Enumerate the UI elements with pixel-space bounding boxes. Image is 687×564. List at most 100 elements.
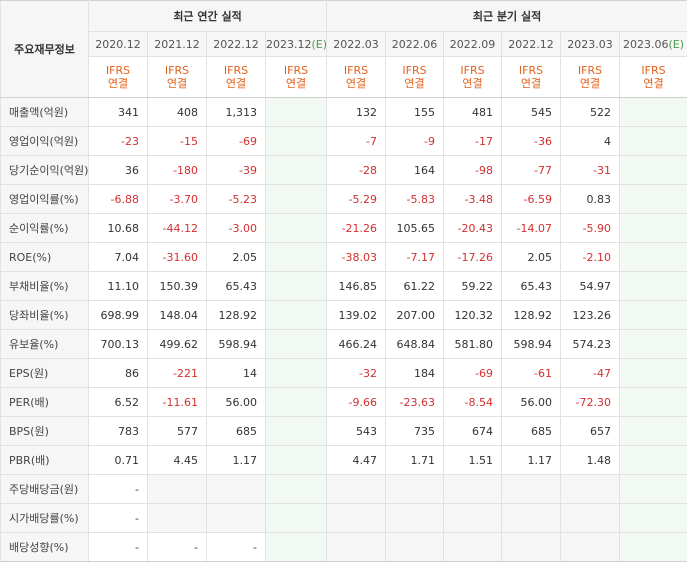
table-cell: 522 [560, 97, 621, 127]
consolidated-label: 연결 [345, 77, 367, 90]
table-cell: -15 [147, 126, 207, 156]
table-cell: 466.24 [326, 329, 387, 359]
table-cell: 56.00 [206, 387, 266, 417]
quarter-period-header: 2022.03 [326, 31, 387, 57]
table-cell: 6.52 [88, 387, 148, 417]
annual-period-header: 2022.12 [206, 31, 266, 57]
ifrs-consolidated-label: IFRS 연결 [206, 56, 266, 98]
ifrs-label: IFRS [223, 64, 249, 77]
table-cell: -8.54 [443, 387, 503, 417]
ifrs-consolidated-label: IFRS 연결 [560, 56, 621, 98]
table-cell: -31 [560, 155, 621, 185]
row-label: 부채비율(%) [0, 271, 89, 301]
table-cell: -17.26 [443, 242, 503, 272]
table-cell [619, 155, 687, 185]
table-cell: 408 [147, 97, 207, 127]
table-cell [560, 503, 621, 533]
table-cell [385, 474, 445, 504]
table-cell [443, 474, 503, 504]
table-cell: -3.48 [443, 184, 503, 214]
table-cell: -5.90 [560, 213, 621, 243]
row-label: PBR(배) [0, 445, 89, 475]
row-label: 순이익률(%) [0, 213, 89, 243]
table-cell [264, 387, 328, 417]
table-cell: 4 [560, 126, 621, 156]
table-cell: 581.80 [443, 329, 503, 359]
table-cell [264, 503, 328, 533]
period-label: 2023.12 [266, 37, 312, 51]
table-cell [326, 474, 387, 504]
table-row: 부채비율(%) 11.10 150.39 65.43 146.85 61.22 59.22 6… [0, 271, 687, 301]
consolidated-label: 연결 [107, 77, 129, 90]
table-cell: 700.13 [88, 329, 148, 359]
table-cell: 1.71 [385, 445, 445, 475]
table-cell [619, 300, 687, 330]
table-cell: 11.10 [88, 271, 148, 301]
consolidated-label: 연결 [579, 77, 601, 90]
table-cell [264, 271, 328, 301]
table-cell [619, 329, 687, 359]
table-cell: 545 [501, 97, 562, 127]
ifrs-label: IFRS [402, 64, 427, 77]
table-cell [619, 387, 687, 417]
table-cell [147, 474, 207, 504]
table-cell: 65.43 [501, 271, 562, 301]
table-cell: 698.99 [88, 300, 148, 330]
row-label: ROE(%) [0, 242, 89, 272]
table-cell: 132 [326, 97, 387, 127]
row-label: 당기순이익(억원) [0, 155, 89, 185]
row-label: 영업이익(억원) [0, 126, 89, 156]
table-cell: 481 [443, 97, 503, 127]
table-cell [264, 474, 328, 504]
table-cell: 685 [206, 416, 266, 446]
table-cell: 120.32 [443, 300, 503, 330]
table-cell: -36 [501, 126, 562, 156]
table-cell: 207.00 [385, 300, 445, 330]
table-cell [501, 503, 562, 533]
consolidated-label: 연결 [643, 77, 664, 90]
table-cell: -9 [385, 126, 445, 156]
table-cell: -2.10 [560, 242, 621, 272]
table-cell: -11.61 [147, 387, 207, 417]
table-cell [619, 503, 687, 533]
consolidated-label: 연결 [404, 77, 425, 90]
table-cell: -17 [443, 126, 503, 156]
table-cell [619, 532, 687, 562]
quarter-period-header: 2022.06 [385, 31, 445, 57]
table-cell [385, 503, 445, 533]
table-row: 매출액(억원) 341 408 1,313 132 155 481 545 522 [0, 97, 687, 127]
table-cell: -23.63 [385, 387, 445, 417]
ifrs-consolidated-label: IFRS 연결 [501, 56, 562, 98]
table-cell: 105.65 [385, 213, 445, 243]
table-cell: -23 [88, 126, 148, 156]
table-cell: 543 [326, 416, 387, 446]
table-row: 순이익률(%) 10.68 -44.12 -3.00 -21.26 105.65 -20.4… [0, 213, 687, 243]
table-cell: 150.39 [147, 271, 207, 301]
table-cell [264, 184, 328, 214]
table-cell: -69 [206, 126, 266, 156]
table-cell [264, 97, 328, 127]
table-row: 시가배당률(%) - [0, 503, 687, 533]
table-cell: -39 [206, 155, 266, 185]
table-cell: - [88, 532, 148, 562]
table-row: 영업이익률(%) -6.88 -3.70 -5.23 -5.29 -5.83 -3.48 -6… [0, 184, 687, 214]
table-cell [326, 532, 387, 562]
ifrs-label: IFRS [283, 64, 309, 77]
period-label: 2022.06 [391, 37, 438, 51]
table-row: PER(배) 6.52 -11.61 56.00 -9.66 -23.63 -8.54 56.… [0, 387, 687, 417]
table-cell: -7.17 [385, 242, 445, 272]
table-cell: 2.05 [501, 242, 562, 272]
table-header-label: 주요재무정보 [0, 0, 89, 98]
table-cell: 0.71 [88, 445, 148, 475]
table-cell: 36 [88, 155, 148, 185]
row-label: EPS(원) [0, 358, 89, 388]
period-label: 2022.12 [213, 37, 259, 51]
table-cell [264, 213, 328, 243]
period-label: 2022.03 [333, 37, 379, 51]
table-cell [619, 213, 687, 243]
table-cell [326, 503, 387, 533]
table-cell: 685 [501, 416, 562, 446]
table-cell: -180 [147, 155, 207, 185]
row-label: 매출액(억원) [0, 97, 89, 127]
table-cell [619, 97, 687, 127]
